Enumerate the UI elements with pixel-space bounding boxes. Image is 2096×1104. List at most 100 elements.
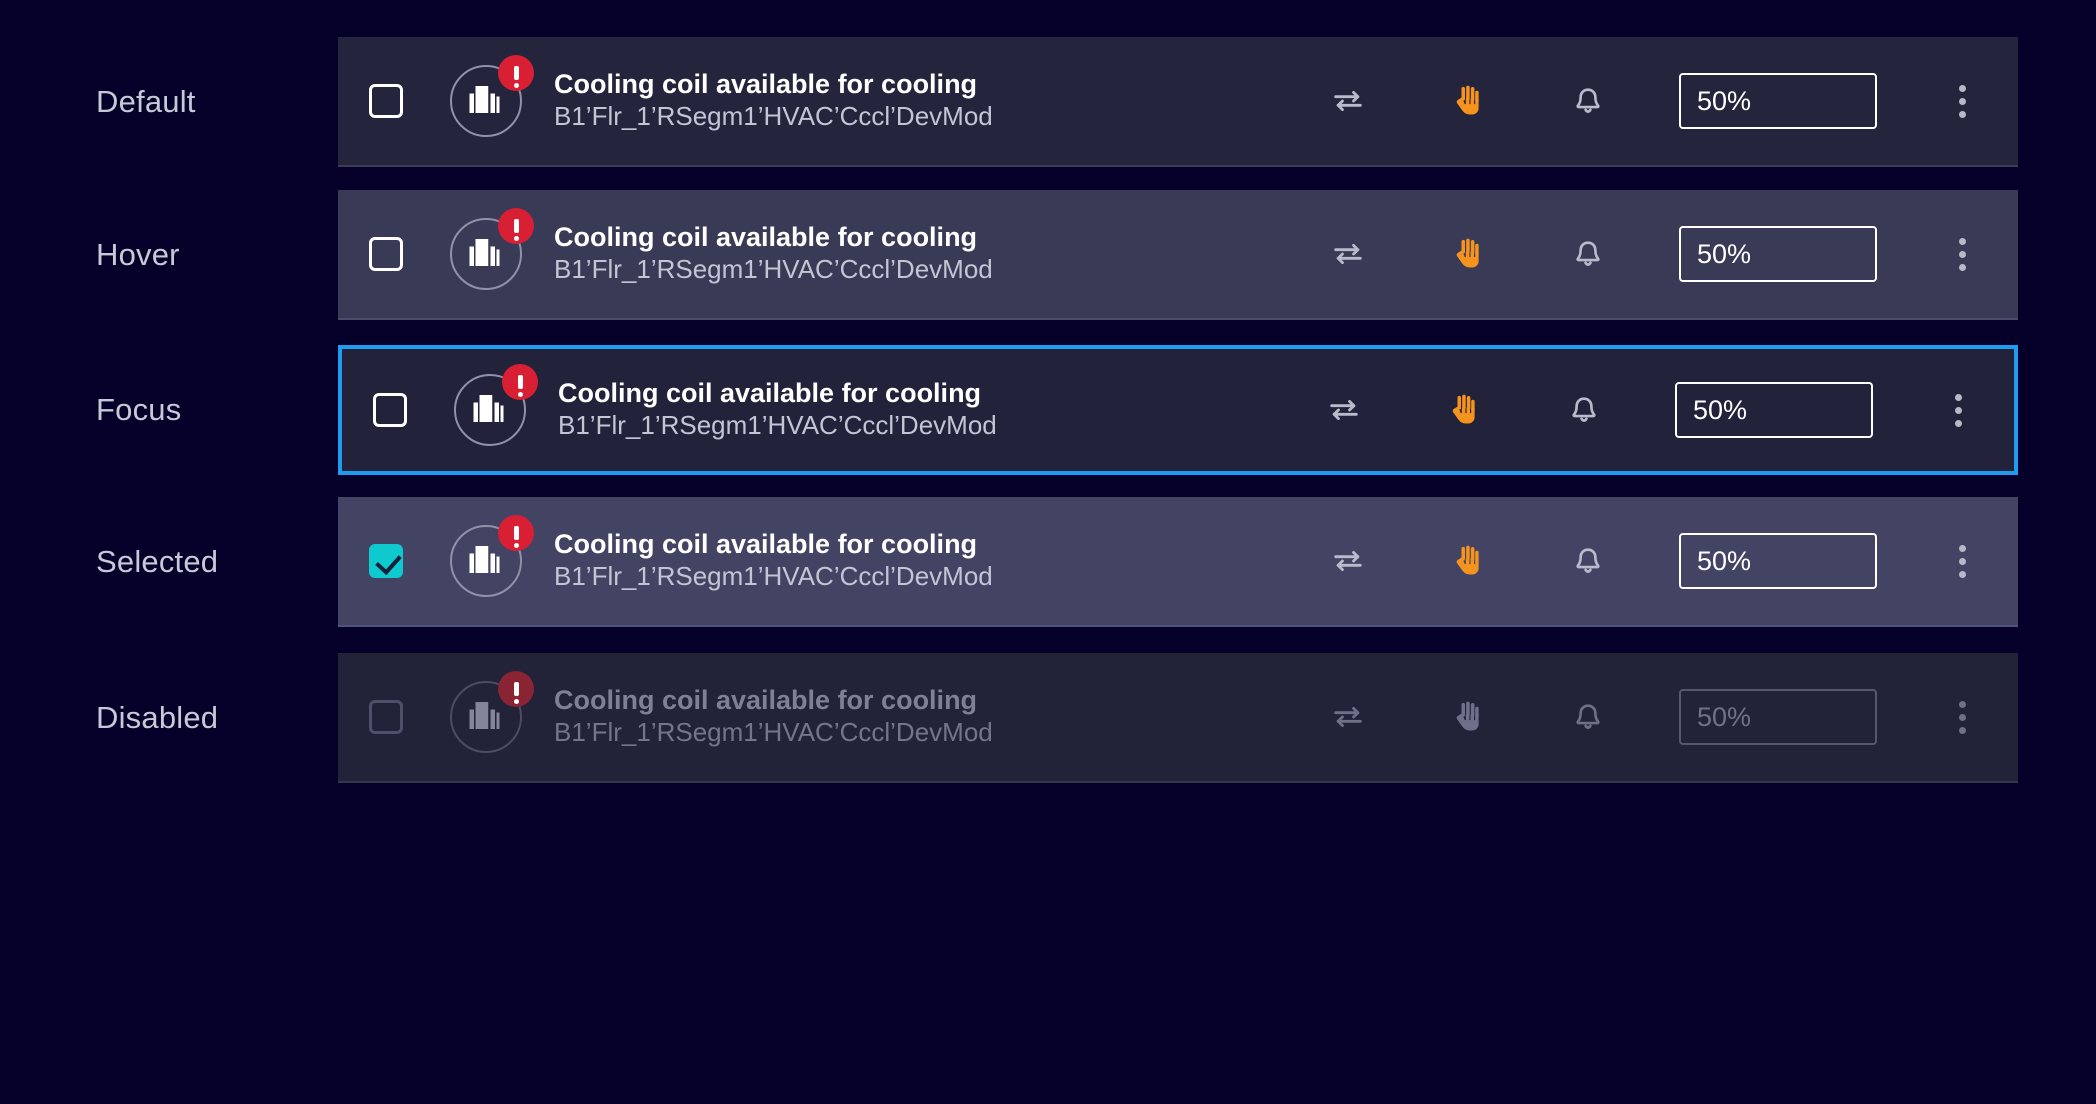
- hand-override-icon: [1445, 694, 1491, 740]
- bell-alarm-icon[interactable]: [1561, 387, 1607, 433]
- row-select-checkbox[interactable]: [373, 393, 407, 427]
- kebab-menu-icon[interactable]: [1959, 79, 1967, 124]
- alert-exclamation-icon: [498, 208, 534, 244]
- overflow-cell: [1908, 539, 2018, 584]
- avatar-ring: [450, 525, 522, 597]
- avatar-ring: [450, 218, 522, 290]
- swap-arrows-icon: [1325, 694, 1371, 740]
- overflow-cell: [1908, 695, 2018, 740]
- row-wrapper-selected: Cooling coil available for cooling B1’Flr…: [338, 497, 2018, 627]
- row-actions: [1288, 694, 1648, 740]
- state-label-selected: Selected: [96, 544, 219, 579]
- state-label-default: Default: [96, 84, 196, 119]
- hand-override-icon[interactable]: [1445, 78, 1491, 124]
- value-cell: 50%: [1648, 73, 1908, 129]
- avatar-cell: [434, 208, 538, 290]
- bell-alarm-icon[interactable]: [1565, 538, 1611, 584]
- building-icon: [454, 374, 526, 446]
- state-label-hover: Hover: [96, 237, 180, 272]
- row-actions: [1288, 538, 1648, 584]
- checkbox-cell: [338, 237, 434, 271]
- value-input[interactable]: 50%: [1679, 73, 1877, 129]
- avatar: [450, 55, 534, 137]
- row-wrapper-focus: Cooling coil available for cooling B1’Flr…: [338, 345, 2018, 475]
- value-cell: 50%: [1648, 226, 1908, 282]
- row-select-checkbox[interactable]: [369, 237, 403, 271]
- row-actions: [1284, 387, 1644, 433]
- kebab-menu-icon[interactable]: [1959, 232, 1967, 277]
- state-block-default: Default Cooling coil available for cooli…: [0, 37, 2096, 167]
- value-input: 50%: [1679, 689, 1877, 745]
- checkbox-cell: [338, 544, 434, 578]
- avatar-cell: [438, 364, 542, 446]
- avatar-cell: [434, 671, 538, 753]
- device-list-row[interactable]: Cooling coil available for cooling B1’Flr…: [338, 345, 2018, 475]
- checkbox-cell: [338, 84, 434, 118]
- value-input[interactable]: 50%: [1679, 533, 1877, 589]
- hand-override-icon[interactable]: [1445, 538, 1491, 584]
- avatar-ring: [450, 65, 522, 137]
- checkbox-cell: [342, 393, 438, 427]
- row-text-cell: Cooling coil available for cooling B1’Flr…: [538, 69, 1288, 133]
- state-label-disabled: Disabled: [96, 700, 219, 735]
- value-input[interactable]: 50%: [1679, 226, 1877, 282]
- building-icon: [450, 218, 522, 290]
- device-list-row: Cooling coil available for cooling B1’Flr…: [338, 653, 2018, 783]
- device-list-row[interactable]: Cooling coil available for cooling B1’Flr…: [338, 37, 2018, 167]
- row-title: Cooling coil available for cooling: [554, 69, 978, 100]
- hand-override-icon[interactable]: [1445, 231, 1491, 277]
- swap-arrows-icon[interactable]: [1325, 78, 1371, 124]
- bell-alarm-icon[interactable]: [1565, 231, 1611, 277]
- row-actions: [1288, 78, 1648, 124]
- avatar-ring: [450, 681, 522, 753]
- alert-exclamation-icon: [498, 671, 534, 707]
- avatar-cell: [434, 55, 538, 137]
- avatar: [454, 364, 538, 446]
- row-actions: [1288, 231, 1648, 277]
- row-title: Cooling coil available for cooling: [554, 529, 978, 560]
- avatar: [450, 208, 534, 290]
- state-block-focus: Focus Cooling coil available for cooling…: [0, 345, 2096, 475]
- swap-arrows-icon[interactable]: [1325, 538, 1371, 584]
- value-cell: 50%: [1644, 382, 1904, 438]
- row-text-cell: Cooling coil available for cooling B1’Flr…: [538, 222, 1288, 286]
- row-subtitle: B1’Flr_1’RSegm1’HVAC’Cccl’DevMod: [554, 254, 993, 285]
- bell-alarm-icon: [1565, 694, 1611, 740]
- hand-override-icon[interactable]: [1441, 387, 1487, 433]
- state-block-selected: Selected Cooling coil available for cool…: [0, 497, 2096, 627]
- row-wrapper-disabled: Cooling coil available for cooling B1’Flr…: [338, 653, 2018, 783]
- row-title: Cooling coil available for cooling: [558, 378, 982, 409]
- kebab-menu-icon[interactable]: [1955, 388, 1963, 433]
- overflow-cell: [1908, 79, 2018, 124]
- avatar-ring: [454, 374, 526, 446]
- swap-arrows-icon[interactable]: [1325, 231, 1371, 277]
- row-select-checkbox: [369, 700, 403, 734]
- swap-arrows-icon[interactable]: [1321, 387, 1367, 433]
- building-icon: [450, 681, 522, 753]
- row-title: Cooling coil available for cooling: [554, 685, 978, 716]
- overflow-cell: [1908, 232, 2018, 277]
- row-subtitle: B1’Flr_1’RSegm1’HVAC’Cccl’DevMod: [554, 717, 993, 748]
- avatar: [450, 671, 534, 753]
- bell-alarm-icon[interactable]: [1565, 78, 1611, 124]
- value-cell: 50%: [1648, 689, 1908, 745]
- alert-exclamation-icon: [502, 364, 538, 400]
- row-select-checkbox[interactable]: [369, 544, 403, 578]
- state-block-disabled: Disabled Cooling coil available for cool…: [0, 653, 2096, 783]
- row-select-checkbox[interactable]: [369, 84, 403, 118]
- state-label-focus: Focus: [96, 392, 182, 427]
- device-list-row[interactable]: Cooling coil available for cooling B1’Flr…: [338, 190, 2018, 320]
- row-subtitle: B1’Flr_1’RSegm1’HVAC’Cccl’DevMod: [554, 101, 993, 132]
- row-subtitle: B1’Flr_1’RSegm1’HVAC’Cccl’DevMod: [554, 561, 993, 592]
- overflow-cell: [1904, 388, 2014, 433]
- kebab-menu-icon[interactable]: [1959, 539, 1967, 584]
- row-wrapper-hover: Cooling coil available for cooling B1’Flr…: [338, 190, 2018, 320]
- device-list-row[interactable]: Cooling coil available for cooling B1’Flr…: [338, 497, 2018, 627]
- row-text-cell: Cooling coil available for cooling B1’Flr…: [542, 378, 1284, 442]
- avatar-cell: [434, 515, 538, 597]
- value-input[interactable]: 50%: [1675, 382, 1873, 438]
- building-icon: [450, 525, 522, 597]
- row-title: Cooling coil available for cooling: [554, 222, 978, 253]
- checkbox-cell: [338, 700, 434, 734]
